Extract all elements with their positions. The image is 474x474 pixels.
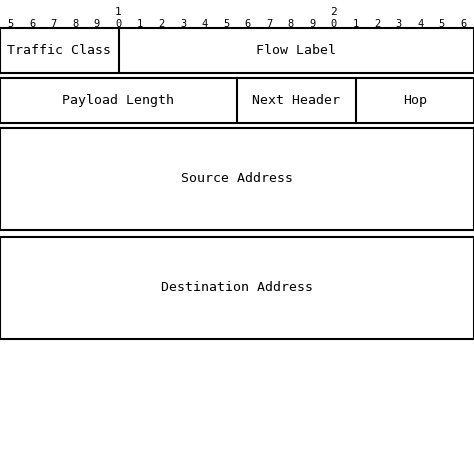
Text: 6: 6 <box>245 18 251 29</box>
Text: 9: 9 <box>309 18 316 29</box>
Text: 2: 2 <box>158 18 165 29</box>
Text: 3: 3 <box>180 18 186 29</box>
Text: 0: 0 <box>115 18 122 29</box>
Text: Flow Label: Flow Label <box>256 45 336 57</box>
Text: Next Header: Next Header <box>252 94 340 107</box>
Text: Destination Address: Destination Address <box>161 282 313 294</box>
Text: Hop: Hop <box>403 94 427 107</box>
Text: 7: 7 <box>51 18 57 29</box>
Text: 8: 8 <box>288 18 294 29</box>
Text: Traffic Class: Traffic Class <box>7 45 111 57</box>
Text: 3: 3 <box>395 18 402 29</box>
Text: 5: 5 <box>438 18 445 29</box>
Text: 2: 2 <box>374 18 380 29</box>
Text: Source Address: Source Address <box>181 173 293 185</box>
Text: 2: 2 <box>330 7 337 17</box>
Text: 9: 9 <box>94 18 100 29</box>
Text: 6: 6 <box>29 18 36 29</box>
Text: 1: 1 <box>352 18 359 29</box>
Text: 1: 1 <box>137 18 143 29</box>
Text: 1: 1 <box>115 7 122 17</box>
Text: 4: 4 <box>417 18 423 29</box>
Text: 8: 8 <box>72 18 79 29</box>
Text: 6: 6 <box>460 18 466 29</box>
Text: 5: 5 <box>223 18 229 29</box>
Text: 7: 7 <box>266 18 273 29</box>
Text: Payload Length: Payload Length <box>63 94 174 107</box>
Text: 0: 0 <box>331 18 337 29</box>
Text: 4: 4 <box>201 18 208 29</box>
Text: 5: 5 <box>8 18 14 29</box>
